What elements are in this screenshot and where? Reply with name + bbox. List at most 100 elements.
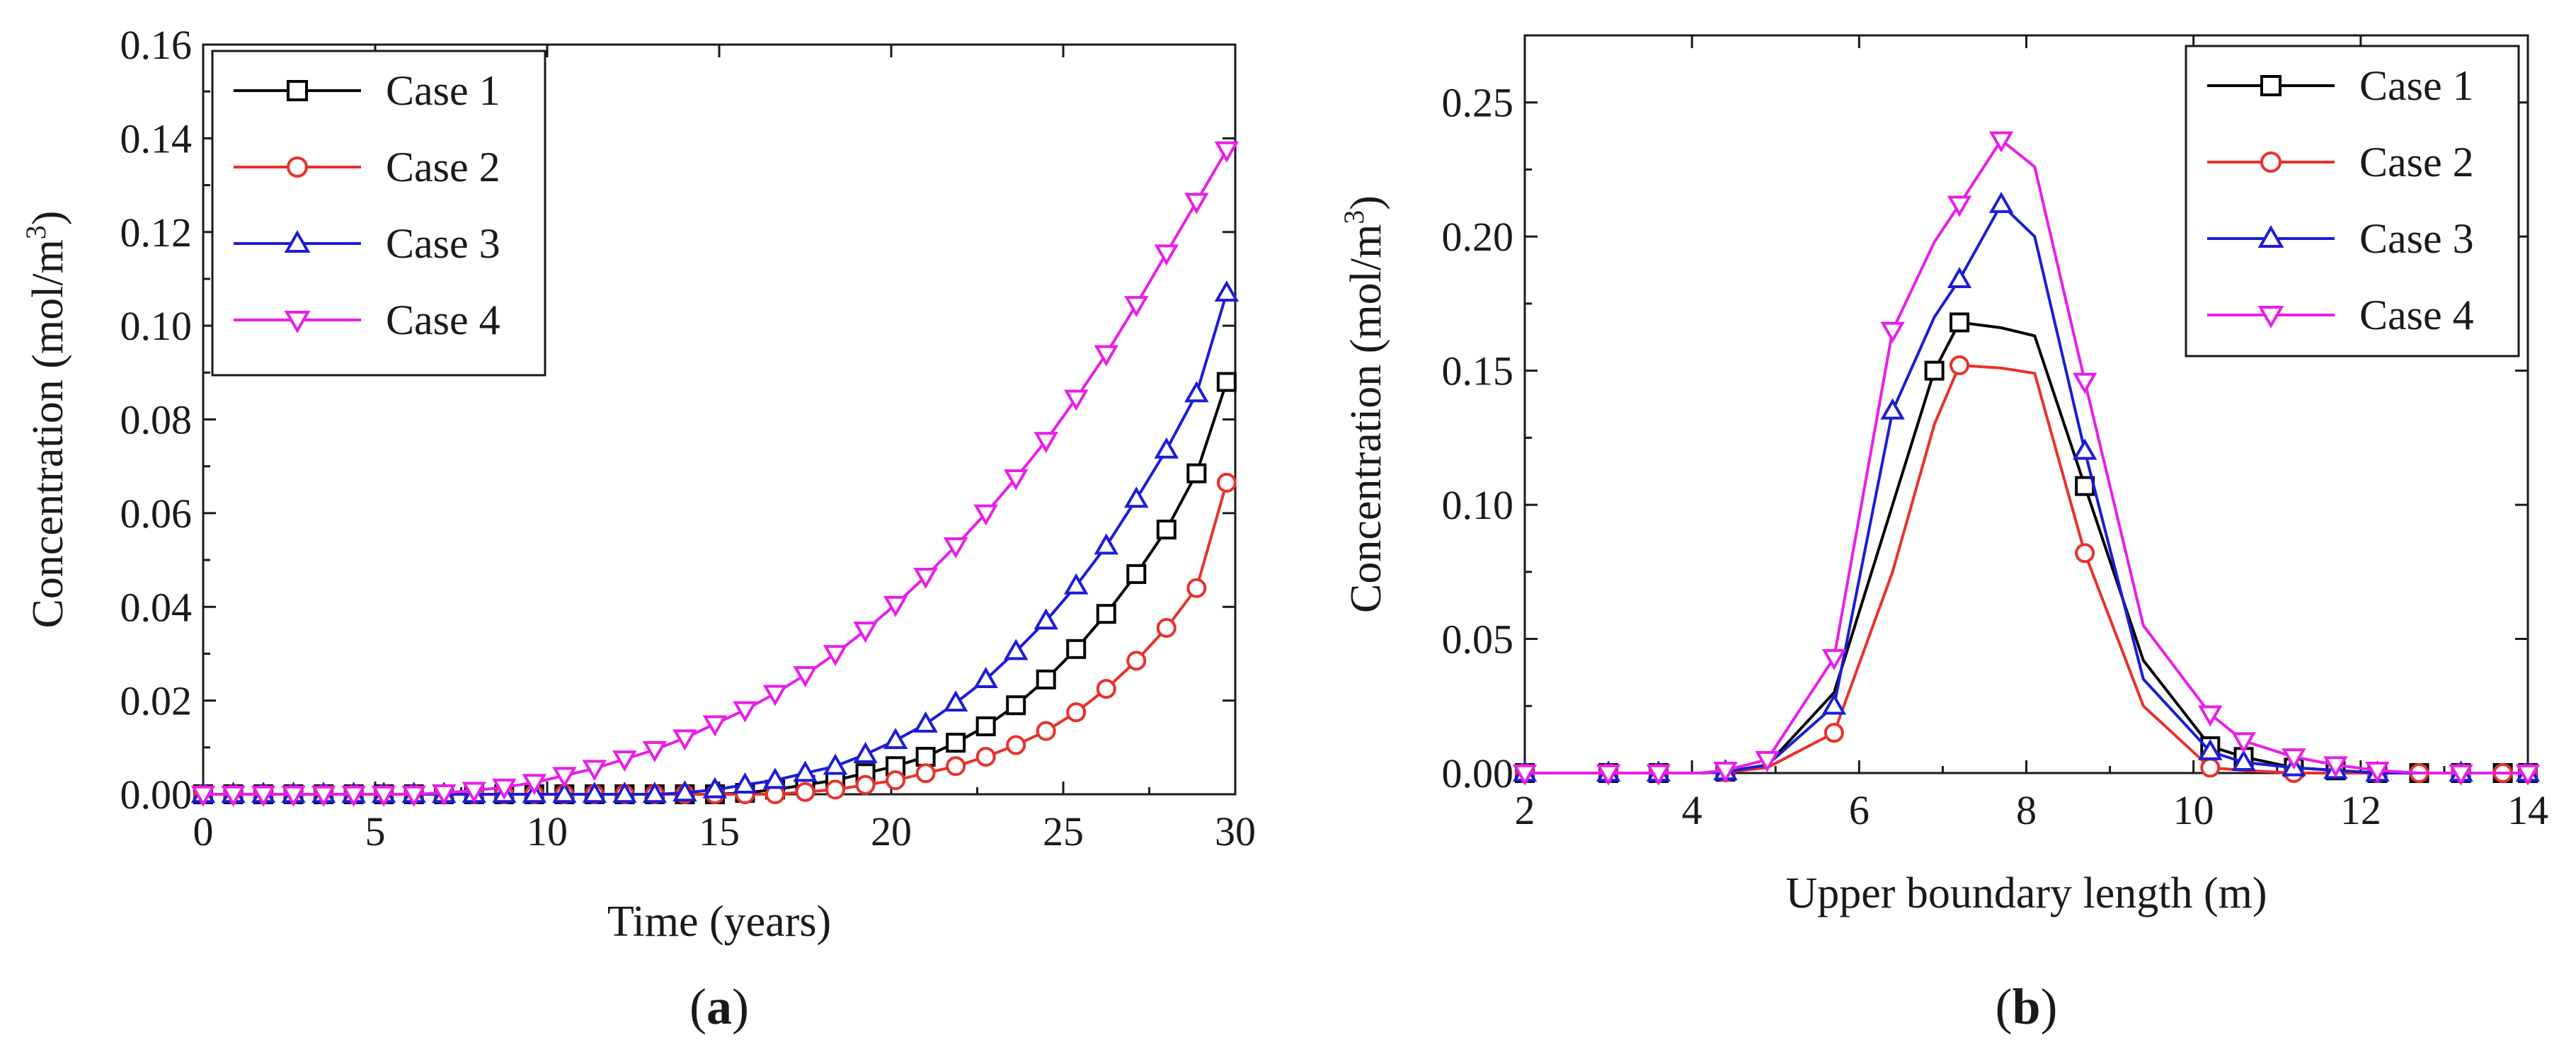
chart-a-data-point bbox=[522, 774, 547, 796]
chart-a-data-point bbox=[1124, 486, 1149, 508]
chart-b-data-point bbox=[1988, 131, 2014, 153]
chart-b-x-tick-label: 6 bbox=[1849, 787, 1870, 833]
chart-a-data-point bbox=[1184, 193, 1209, 214]
chart-a-data-point bbox=[825, 779, 846, 800]
chart-a-data-point bbox=[793, 760, 818, 782]
chart-b: 2 4 6 8 10 12 14 0.00 0.05 0.10 0.15 0.20 0.25 Upper … bbox=[1338, 34, 2548, 1035]
chart-b-data-point bbox=[1950, 312, 1970, 333]
chart-b-x-tick-label: 4 bbox=[1682, 787, 1702, 833]
chart-a-x-tick-label: 5 bbox=[365, 808, 386, 854]
chart-b-data-point bbox=[1950, 355, 1970, 376]
chart-a-data-point bbox=[1156, 520, 1177, 540]
chart-a-legend-label: Case 1 bbox=[386, 67, 500, 114]
chart-b-x-tick-label: 2 bbox=[1515, 787, 1535, 833]
chart-a-data-point bbox=[1094, 345, 1119, 367]
chart-b-data-point bbox=[1821, 693, 1847, 715]
chart-b-data-point bbox=[2200, 757, 2221, 778]
chart-b-y-tick-label: 0.00 bbox=[1442, 750, 1514, 796]
chart-b-data-point bbox=[2198, 738, 2223, 760]
chart-a-data-point bbox=[1214, 141, 1240, 163]
chart-a-data-point bbox=[1186, 463, 1207, 484]
chart-a-x-axis-title: Time (years) bbox=[607, 898, 831, 946]
chart-a-legend-marker bbox=[287, 156, 308, 178]
chart-b-data-point bbox=[1824, 723, 1844, 743]
chart-b-legend-label: Case 2 bbox=[2359, 139, 2474, 185]
chart-a-data-point bbox=[886, 770, 906, 791]
chart-a-legend-label: Case 2 bbox=[386, 144, 500, 190]
chart-a-data-point bbox=[913, 711, 938, 733]
chart-a-data-point bbox=[582, 760, 607, 782]
chart-b-legend: Case 1 Case 2 Case 3 Case 4 bbox=[2185, 45, 2520, 357]
chart-a-y-tick-label: 0.02 bbox=[120, 678, 193, 724]
chart-b-data-point bbox=[2282, 748, 2306, 770]
chart-b-data-point bbox=[2075, 543, 2095, 563]
chart-b-panel-label: (b) bbox=[1995, 978, 2057, 1035]
chart-a-data-point bbox=[1006, 735, 1026, 755]
chart-b-y-tick-label: 0.20 bbox=[1442, 214, 1514, 260]
chart-b-data-point bbox=[2075, 476, 2095, 496]
chart-a-data-point bbox=[1066, 639, 1087, 659]
chart-b-legend-marker bbox=[2260, 75, 2282, 96]
chart-a-x-tick-label: 10 bbox=[527, 808, 568, 854]
chart-b-legend-box bbox=[2185, 45, 2520, 357]
chart-a-data-point bbox=[915, 747, 936, 767]
chart-a-data-point bbox=[1036, 721, 1056, 741]
chart-b-legend-label: Case 4 bbox=[2359, 292, 2474, 338]
chart-b-data-point bbox=[2449, 764, 2473, 786]
chart-a-data-point bbox=[1216, 372, 1237, 392]
chart-b-data-point bbox=[1988, 191, 2014, 213]
chart-a-data-point bbox=[582, 782, 607, 803]
chart-a-data-point bbox=[855, 774, 876, 795]
chart-b-data-point bbox=[1713, 762, 1738, 784]
chart-b-x-tick-label: 8 bbox=[2016, 787, 2037, 833]
chart-b-y-axis-title: Concentration (mol/m3) bbox=[1338, 195, 1390, 613]
chart-a-data-point bbox=[733, 701, 757, 723]
chart-b-x-tick-label: 10 bbox=[2173, 787, 2214, 833]
chart-b-data-point bbox=[1947, 195, 1972, 217]
chart-b-series-2 bbox=[1515, 355, 2538, 783]
chart-a-legend-label: Case 4 bbox=[386, 297, 500, 343]
chart-a-series-4 bbox=[190, 141, 1240, 807]
chart-a-y-tick-label: 0.04 bbox=[120, 584, 193, 630]
chart-b-series-line bbox=[1525, 321, 2528, 774]
chart-a-data-point bbox=[642, 782, 668, 803]
chart-a-data-point bbox=[853, 622, 878, 643]
chart-a-data-point bbox=[1214, 280, 1240, 302]
chart-a-y-axis-title: Concentration (mol/m3) bbox=[20, 211, 72, 629]
chart-a-legend-marker bbox=[287, 80, 308, 101]
chart-a-y-tick-label: 0.16 bbox=[120, 22, 193, 68]
chart-a-data-point bbox=[371, 785, 396, 807]
chart-b-data-point bbox=[1596, 764, 1621, 786]
chart-a-data-point bbox=[1066, 702, 1087, 723]
chart-a-data-point bbox=[883, 728, 908, 750]
chart-b-data-point bbox=[1947, 266, 1972, 289]
chart-a-x-tick-label: 15 bbox=[699, 808, 740, 854]
chart-b-legend-marker bbox=[2257, 225, 2284, 248]
chart-a-legend-marker bbox=[284, 310, 311, 333]
chart-a-data-point bbox=[1154, 244, 1179, 266]
chart-a-data-point bbox=[1094, 533, 1119, 555]
chart-b-series-1 bbox=[1515, 312, 2538, 783]
chart-b-y-tick-label: 0.25 bbox=[1442, 80, 1514, 126]
chart-b-legend-marker bbox=[2260, 151, 2282, 173]
chart-a-data-point bbox=[1003, 469, 1029, 491]
chart-a-data-point bbox=[943, 690, 968, 712]
chart-a-data-point bbox=[1034, 432, 1058, 454]
chart-a-data-point bbox=[975, 716, 996, 737]
chart-b-x-tick-label: 12 bbox=[2340, 787, 2381, 833]
chart-a-data-point bbox=[552, 782, 577, 803]
chart-a-data-point bbox=[973, 504, 998, 526]
chart-a-data-point bbox=[946, 733, 966, 753]
chart-b-x-tick-label: 14 bbox=[2507, 787, 2548, 833]
chart-a-data-point bbox=[913, 568, 938, 590]
chart-a-y-tick-label: 0.06 bbox=[120, 491, 193, 537]
chart-a-data-point bbox=[853, 741, 878, 763]
chart-a-data-point bbox=[1063, 573, 1089, 595]
chart-a-data-point bbox=[1186, 578, 1207, 598]
chart-b-legend-label: Case 1 bbox=[2359, 62, 2474, 109]
chart-a-x-tick-label: 20 bbox=[871, 808, 912, 854]
chart-b-y-tick-label: 0.05 bbox=[1442, 617, 1514, 663]
chart-b-data-point bbox=[1755, 750, 1780, 772]
chart-a-data-point bbox=[341, 785, 366, 807]
